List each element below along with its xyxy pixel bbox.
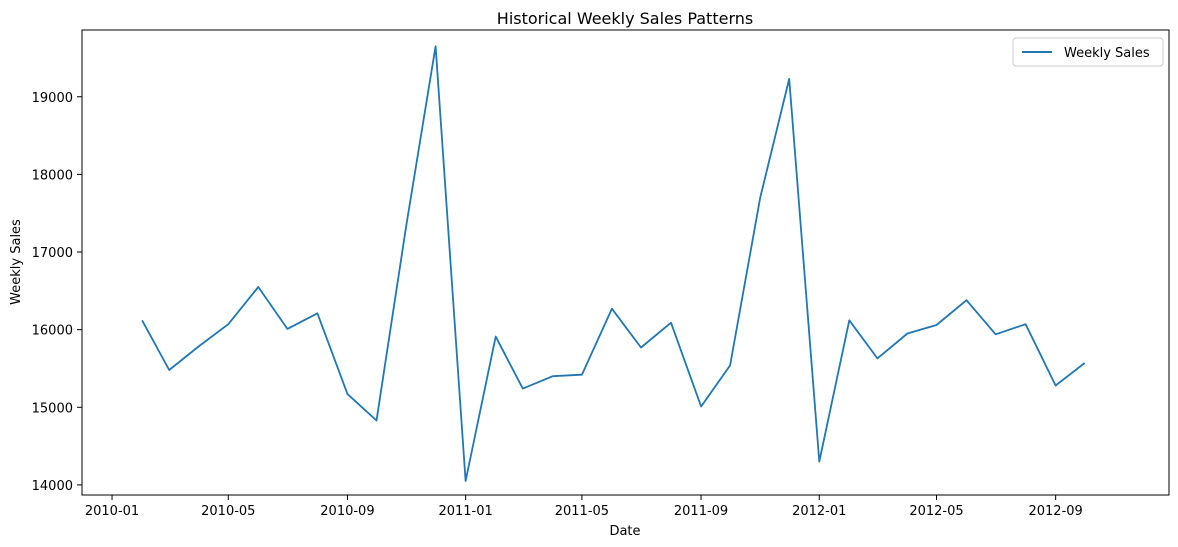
x-axis: 2010-01 2010-05 2010-09 2011-01 2011-05 2011-… xyxy=(85,495,1083,519)
x-tick-label: 2011-01 xyxy=(438,504,492,519)
x-axis-title: Date xyxy=(609,524,640,539)
y-tick-label: 15000 xyxy=(32,401,73,416)
plot-area xyxy=(82,30,1169,495)
x-tick-label: 2012-05 xyxy=(909,504,963,519)
plot-frame xyxy=(81,29,1170,496)
x-tick-label: 2012-01 xyxy=(792,504,846,519)
legend: Weekly Sales xyxy=(1012,37,1164,67)
x-tick-label: 2010-09 xyxy=(320,504,374,519)
y-tick-label: 19000 xyxy=(32,91,73,106)
legend-label-weekly-sales: Weekly Sales xyxy=(1064,46,1150,61)
y-tick-label: 17000 xyxy=(32,246,73,261)
y-tick-label: 16000 xyxy=(32,324,73,339)
y-axis: 14000 15000 16000 17000 18000 19000 xyxy=(32,91,82,494)
x-tick-label: 2011-05 xyxy=(555,504,609,519)
y-axis-title: Weekly Sales xyxy=(9,219,24,305)
x-tick-label: 2011-09 xyxy=(674,504,728,519)
y-tick-label: 18000 xyxy=(32,168,73,183)
legend-box xyxy=(1012,37,1164,67)
chart-title: Historical Weekly Sales Patterns xyxy=(497,9,753,28)
series-layer xyxy=(141,45,1086,482)
x-tick-label: 2012-09 xyxy=(1028,504,1082,519)
x-tick-label: 2010-01 xyxy=(85,504,139,519)
series-line-weekly-sales xyxy=(141,45,1086,482)
x-tick-label: 2010-05 xyxy=(201,504,255,519)
y-tick-label: 14000 xyxy=(32,479,73,494)
